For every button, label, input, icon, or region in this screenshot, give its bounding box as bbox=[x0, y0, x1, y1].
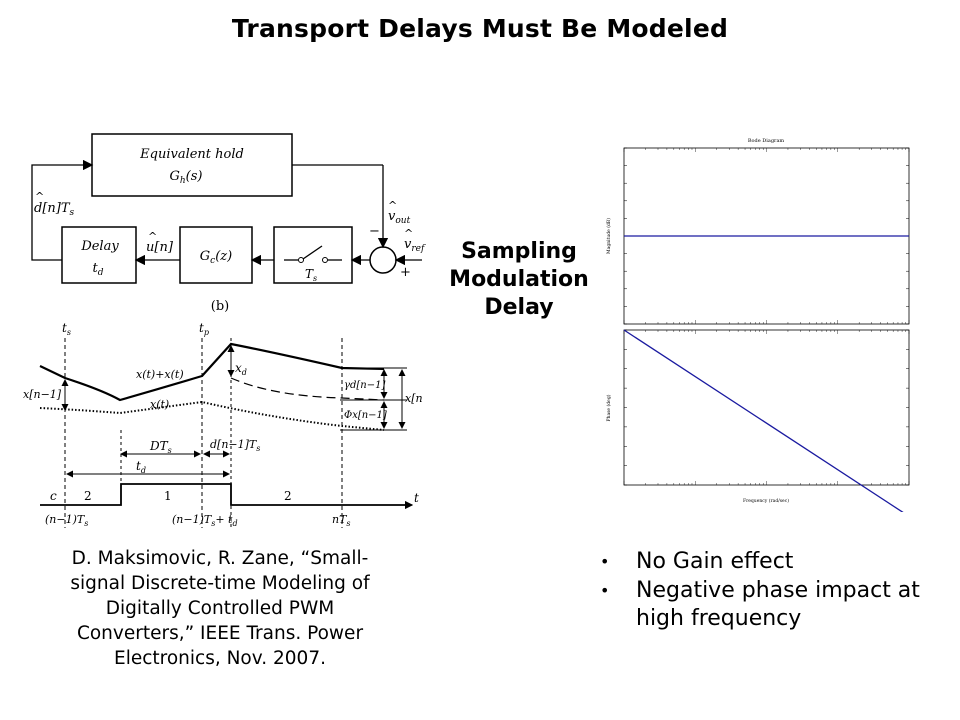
c-label: c bbox=[50, 489, 57, 503]
citation: D. Maksimovic, R. Zane, “Small- signal D… bbox=[30, 546, 410, 671]
bullet-text: No Gain effect bbox=[636, 549, 794, 574]
phase-axis-label: Phase (deg) bbox=[605, 394, 612, 421]
state-2a-label: 2 bbox=[84, 489, 92, 503]
equivalent-hold-box bbox=[91, 133, 293, 197]
controller-tf-label: Gc(z) bbox=[200, 249, 232, 266]
dts-label: DTs bbox=[149, 439, 172, 455]
tp-label: tp bbox=[199, 321, 209, 337]
xhat-n-minus-1-label: x[n−1] bbox=[23, 388, 62, 401]
svg-text:^: ^ bbox=[388, 199, 397, 212]
state-1-label: 1 bbox=[164, 489, 172, 503]
block-diagram: Equivalent hold Gh(s) Delay td Gc(z) Ts … bbox=[31, 133, 426, 314]
ts-label: ts bbox=[62, 321, 71, 337]
hat-mark: ^ bbox=[35, 190, 44, 203]
sampling-modulation-delay-label: Sampling Modulation Delay bbox=[440, 238, 598, 322]
slide-title: Transport Delays Must Be Modeled bbox=[231, 14, 729, 43]
n-ts-label: nTs bbox=[332, 513, 351, 528]
equivalent-hold-label: Equivalent hold bbox=[139, 147, 244, 162]
hold-tf-label: Gh(s) bbox=[169, 169, 202, 186]
phi-x-label: Φx[n−1] bbox=[344, 410, 387, 421]
gamma-d-label: γd[n−1] bbox=[344, 380, 385, 391]
vout-label: vout bbox=[388, 209, 411, 226]
phase-series-line bbox=[623, 329, 904, 512]
svg-text:^: ^ bbox=[404, 227, 413, 240]
bullet-item: • No Gain effect bbox=[600, 548, 940, 576]
feedback-signal-label: d[n]Ts bbox=[34, 201, 75, 218]
bode-diagram: Bode Diagram Magnitude (dB) Phase (deg) … bbox=[605, 138, 910, 512]
bullet-icon: • bbox=[600, 581, 610, 600]
citation-line-1: D. Maksimovic, R. Zane, “Small- bbox=[71, 548, 369, 569]
figure-caption: (b) bbox=[211, 299, 229, 314]
xd-label: xd bbox=[235, 361, 247, 377]
switch-blade bbox=[302, 245, 323, 260]
center-label-line-2: Modulation bbox=[449, 267, 589, 292]
n-minus-1-ts-plus-td-label: (n−1)Ts+ td bbox=[172, 513, 238, 528]
magnitude-axis-label: Magnitude (dB) bbox=[605, 218, 612, 254]
svg-text:^: ^ bbox=[148, 230, 157, 243]
switch-contact bbox=[298, 257, 304, 263]
perturbed-waveform bbox=[39, 342, 385, 402]
delay-label: Delay bbox=[80, 239, 119, 254]
dhat-ts-label: d[n−1]Ts bbox=[210, 438, 260, 453]
td-label: td bbox=[136, 459, 146, 475]
control-signal-label: u[n] bbox=[146, 240, 174, 255]
minus-sign: − bbox=[369, 224, 380, 239]
xt-label: x(t) bbox=[150, 398, 169, 411]
state-2b-label: 2 bbox=[284, 489, 292, 503]
sampling-period-label: Ts bbox=[305, 267, 317, 283]
t-axis-label: t bbox=[414, 491, 419, 505]
delay-td-label: td bbox=[93, 261, 104, 278]
plus-sign: + bbox=[400, 265, 411, 280]
steady-state-waveform bbox=[39, 400, 385, 431]
timing-diagram: ts tp x(t)+x(t) x(t) xd x[n−1] γd[n−1] Φ… bbox=[23, 321, 422, 528]
xhat-n-label: x[n] bbox=[405, 392, 422, 405]
bullet-text: Negative phase impact at high frequency bbox=[636, 578, 920, 631]
bullet-list: • No Gain effect • Negative phase impact a… bbox=[600, 548, 940, 634]
x-plus-xhat-label: x(t)+x(t) bbox=[136, 368, 184, 381]
n-minus-1-ts-label: (n−1)Ts bbox=[45, 513, 88, 528]
phase-axes bbox=[623, 329, 910, 486]
bullet-item: • Negative phase impact at high frequency bbox=[600, 577, 940, 633]
summing-junction bbox=[369, 246, 397, 274]
center-label-line-3: Delay bbox=[484, 295, 554, 320]
bode-title: Bode Diagram bbox=[748, 138, 785, 144]
citation-line-3: Digitally Controlled PWM bbox=[105, 598, 335, 619]
citation-line-2: signal Discrete-time Modeling of bbox=[70, 573, 370, 594]
citation-line-4: Converters,” IEEE Trans. Power bbox=[76, 623, 364, 644]
bullet-icon: • bbox=[600, 552, 610, 571]
frequency-axis-label: Frequency (rad/sec) bbox=[743, 497, 789, 504]
switch-state-waveform bbox=[40, 483, 407, 506]
center-label-line-1: Sampling bbox=[461, 239, 577, 264]
vref-label: vref bbox=[404, 237, 426, 254]
citation-line-5: Electronics, Nov. 2007. bbox=[114, 648, 326, 669]
